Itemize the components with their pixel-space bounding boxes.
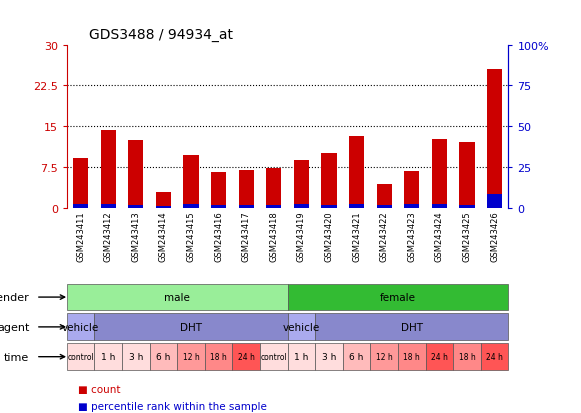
Bar (122, 344, 150, 370)
Text: vehicle: vehicle (62, 322, 99, 332)
Text: 3 h: 3 h (128, 352, 143, 361)
Bar (398, 344, 425, 370)
Text: GDS3488 / 94934_at: GDS3488 / 94934_at (89, 28, 233, 42)
Text: male: male (164, 292, 190, 302)
Bar (156, 206, 171, 208)
Text: control: control (260, 352, 287, 361)
Bar (184, 156, 199, 205)
Bar (177, 344, 205, 370)
Text: 1 h: 1 h (101, 352, 116, 361)
Bar (94, 344, 122, 370)
Bar (294, 161, 309, 204)
Text: time: time (4, 352, 29, 362)
Bar (481, 344, 508, 370)
Bar (288, 314, 315, 340)
Bar (321, 154, 336, 205)
Bar (184, 205, 199, 208)
Text: agent: agent (0, 322, 29, 332)
Bar (349, 137, 364, 205)
Bar (404, 205, 419, 208)
Bar (288, 344, 315, 370)
Bar (211, 173, 226, 205)
Bar (371, 344, 398, 370)
Text: DHT: DHT (401, 322, 423, 332)
Bar (101, 131, 116, 204)
Bar (460, 143, 475, 205)
Bar (288, 284, 508, 311)
Bar (487, 195, 502, 208)
Text: 24 h: 24 h (486, 352, 503, 361)
Bar (349, 205, 364, 208)
Bar (453, 344, 481, 370)
Text: 24 h: 24 h (238, 352, 254, 361)
Text: 18 h: 18 h (403, 352, 420, 361)
Bar (376, 184, 392, 206)
Bar (232, 344, 260, 370)
Text: gender: gender (0, 292, 29, 302)
Bar (266, 205, 281, 208)
Bar (460, 205, 475, 208)
Text: ■ count: ■ count (78, 385, 121, 394)
Text: 6 h: 6 h (156, 352, 171, 361)
Bar (315, 314, 508, 340)
Text: 24 h: 24 h (431, 352, 448, 361)
Bar (266, 169, 281, 205)
Bar (94, 314, 288, 340)
Text: female: female (380, 292, 416, 302)
Bar (128, 205, 144, 208)
Bar (211, 205, 226, 208)
Text: 1 h: 1 h (294, 352, 309, 361)
Text: vehicle: vehicle (283, 322, 320, 332)
Bar (73, 205, 88, 208)
Text: 3 h: 3 h (322, 352, 336, 361)
Bar (67, 344, 94, 370)
Bar (73, 159, 88, 205)
Bar (239, 170, 254, 205)
Bar (150, 344, 177, 370)
Text: DHT: DHT (180, 322, 202, 332)
Text: 12 h: 12 h (182, 352, 199, 361)
Bar (260, 344, 288, 370)
Bar (487, 70, 502, 195)
Bar (101, 204, 116, 208)
Bar (67, 314, 94, 340)
Bar (128, 140, 144, 205)
Bar (404, 171, 419, 205)
Text: 18 h: 18 h (458, 352, 475, 361)
Bar (432, 140, 447, 205)
Bar (343, 344, 371, 370)
Text: 6 h: 6 h (349, 352, 364, 361)
Text: 12 h: 12 h (376, 352, 393, 361)
Bar (315, 344, 343, 370)
Bar (205, 344, 232, 370)
Text: ■ percentile rank within the sample: ■ percentile rank within the sample (78, 401, 267, 411)
Bar (432, 205, 447, 208)
Text: 18 h: 18 h (210, 352, 227, 361)
Bar (239, 205, 254, 208)
Bar (425, 344, 453, 370)
Bar (321, 205, 336, 208)
Bar (67, 284, 288, 311)
Text: control: control (67, 352, 94, 361)
Bar (156, 193, 171, 206)
Bar (376, 206, 392, 208)
Bar (294, 204, 309, 208)
